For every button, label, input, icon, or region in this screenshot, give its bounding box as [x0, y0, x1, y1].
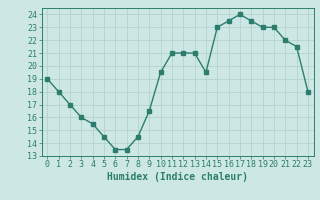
- X-axis label: Humidex (Indice chaleur): Humidex (Indice chaleur): [107, 172, 248, 182]
